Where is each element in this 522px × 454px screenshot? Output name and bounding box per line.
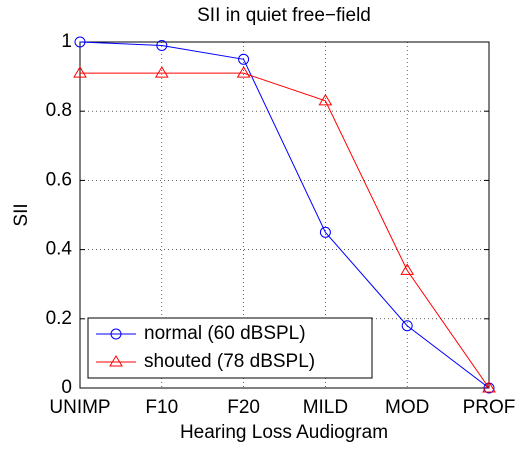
x-tick-label: MILD [303, 397, 348, 418]
marker [400, 263, 415, 275]
legend-label: normal (60 dBSPL) [144, 323, 306, 344]
marker [156, 39, 168, 51]
legend-box [87, 317, 373, 379]
marker [73, 66, 87, 78]
plot-frame [79, 41, 490, 389]
series-line [80, 72, 490, 389]
x-tick-label: UNIMP [49, 397, 110, 418]
y-tick-label: 1 [61, 31, 72, 52]
marker [154, 66, 169, 78]
legend-marker [109, 355, 123, 367]
x-tick-label: F10 [145, 397, 178, 418]
y-axis-label: SII [11, 203, 32, 226]
y-tick-label: 0.6 [46, 169, 72, 190]
marker [483, 382, 495, 394]
marker [319, 226, 331, 238]
series-line [79, 41, 490, 389]
x-tick-label: MOD [385, 397, 429, 418]
chart-title: SII in quiet free−field [197, 5, 371, 26]
x-tick-label: PROF [463, 397, 516, 418]
x-tick-label: F20 [227, 397, 260, 418]
legend-label: shouted (78 dBSPL) [144, 351, 315, 372]
legend-marker [110, 328, 122, 340]
x-axis-label: Hearing Loss Audiogram [180, 422, 388, 443]
marker [236, 66, 251, 78]
marker [401, 320, 413, 332]
y-tick-label: 0 [61, 377, 72, 398]
marker [482, 381, 496, 393]
marker [318, 93, 333, 106]
y-tick-label: 0.2 [46, 308, 72, 329]
marker [238, 53, 250, 65]
marker [74, 36, 86, 48]
y-tick-label: 0.8 [46, 100, 72, 121]
y-tick-label: 0.4 [46, 239, 73, 260]
